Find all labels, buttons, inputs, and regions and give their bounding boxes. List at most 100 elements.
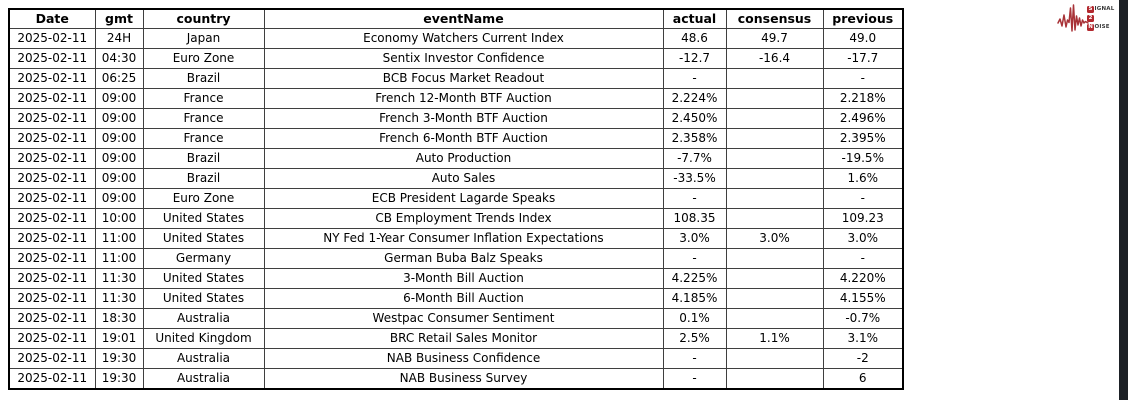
cell-previous: 2.395%	[822, 128, 904, 149]
cell-gmt: 10:00	[94, 208, 144, 229]
cell-consensus	[725, 188, 824, 209]
cell-consensus	[725, 208, 824, 229]
cell-gmt: 09:00	[94, 128, 144, 149]
cell-previous: 2.218%	[822, 88, 904, 109]
cell-country: France	[142, 88, 265, 109]
table-row: 2025-02-11 19:30 Australia NAB Business Sur…	[8, 368, 904, 390]
cell-consensus	[725, 248, 824, 269]
cell-actual: 4.185%	[662, 288, 727, 309]
column-header-country: country	[142, 8, 265, 29]
cell-gmt: 18:30	[94, 308, 144, 329]
cell-date: 2025-02-11	[8, 128, 96, 149]
cell-gmt: 09:00	[94, 188, 144, 209]
cell-gmt: 09:00	[94, 168, 144, 189]
table-row: 2025-02-11 11:00 Germany German Buba Balz S…	[8, 248, 904, 269]
cell-date: 2025-02-11	[8, 208, 96, 229]
cell-previous: -	[822, 188, 904, 209]
cell-eventname: 6-Month Bill Auction	[263, 288, 664, 309]
cell-eventname: German Buba Balz Speaks	[263, 248, 664, 269]
cell-eventname: Auto Production	[263, 148, 664, 169]
cell-date: 2025-02-11	[8, 308, 96, 329]
cell-eventname: ECB President Lagarde Speaks	[263, 188, 664, 209]
cell-actual: 2.224%	[662, 88, 727, 109]
cell-previous: -2	[822, 348, 904, 369]
cell-consensus: -16.4	[725, 48, 824, 69]
cell-eventname: Auto Sales	[263, 168, 664, 189]
cell-consensus	[725, 348, 824, 369]
cell-eventname: NAB Business Confidence	[263, 348, 664, 369]
cell-actual: -	[662, 368, 727, 390]
table-row: 2025-02-11 10:00 United States CB Employmen…	[8, 208, 904, 229]
table-row: 2025-02-11 09:00 France French 3-Month BTF …	[8, 108, 904, 129]
cell-gmt: 24H	[94, 28, 144, 49]
column-header-gmt: gmt	[94, 8, 144, 29]
window-edge-bar	[1119, 0, 1128, 400]
table-row: 2025-02-11 09:00 France French 6-Month BTF …	[8, 128, 904, 149]
cell-country: Australia	[142, 308, 265, 329]
cell-actual: -	[662, 248, 727, 269]
cell-country: United States	[142, 268, 265, 289]
cell-actual: -	[662, 188, 727, 209]
cell-previous: 49.0	[822, 28, 904, 49]
cell-previous: -0.7%	[822, 308, 904, 329]
cell-country: Germany	[142, 248, 265, 269]
cell-actual: -7.7%	[662, 148, 727, 169]
cell-gmt: 11:00	[94, 228, 144, 249]
cell-consensus: 49.7	[725, 28, 824, 49]
cell-actual: 4.225%	[662, 268, 727, 289]
cell-date: 2025-02-11	[8, 28, 96, 49]
logo-badge-s: S	[1087, 5, 1094, 13]
cell-eventname: BRC Retail Sales Monitor	[263, 328, 664, 349]
table-row: 2025-02-11 11:30 United States 3-Month Bill…	[8, 268, 904, 289]
column-header-consensus: consensus	[725, 8, 824, 29]
logo-badge-n: N	[1087, 23, 1094, 31]
cell-date: 2025-02-11	[8, 108, 96, 129]
cell-actual: 108.35	[662, 208, 727, 229]
cell-previous: -17.7	[822, 48, 904, 69]
cell-date: 2025-02-11	[8, 148, 96, 169]
cell-country: Brazil	[142, 168, 265, 189]
cell-gmt: 09:00	[94, 88, 144, 109]
cell-date: 2025-02-11	[8, 168, 96, 189]
table-row: 2025-02-11 18:30 Australia Westpac Consumer…	[8, 308, 904, 329]
cell-gmt: 19:30	[94, 368, 144, 390]
cell-consensus	[725, 168, 824, 189]
cell-consensus	[725, 368, 824, 390]
cell-gmt: 11:30	[94, 268, 144, 289]
cell-gmt: 06:25	[94, 68, 144, 89]
cell-date: 2025-02-11	[8, 328, 96, 349]
cell-previous: -	[822, 68, 904, 89]
cell-country: United States	[142, 288, 265, 309]
column-header-previous: previous	[822, 8, 904, 29]
cell-date: 2025-02-11	[8, 368, 96, 390]
table-row: 2025-02-11 09:00 Brazil Auto Sales -33.5% 1.6…	[8, 168, 904, 189]
economic-calendar-table: Date gmt country eventName actual consensus pr…	[8, 8, 904, 390]
cell-eventname: CB Employment Trends Index	[263, 208, 664, 229]
logo-line-2: 2	[1087, 14, 1114, 22]
cell-gmt: 11:00	[94, 248, 144, 269]
cell-previous: -	[822, 248, 904, 269]
cell-country: Australia	[142, 348, 265, 369]
cell-previous: 3.0%	[822, 228, 904, 249]
cell-previous: 6	[822, 368, 904, 390]
cell-date: 2025-02-11	[8, 68, 96, 89]
cell-country: Euro Zone	[142, 48, 265, 69]
cell-gmt: 04:30	[94, 48, 144, 69]
cell-eventname: Sentix Investor Confidence	[263, 48, 664, 69]
table-body: 2025-02-11 24H Japan Economy Watchers Curre…	[8, 28, 904, 390]
cell-gmt: 19:30	[94, 348, 144, 369]
cell-consensus	[725, 148, 824, 169]
cell-actual: 2.358%	[662, 128, 727, 149]
header-row: Date gmt country eventName actual consensus pr…	[8, 8, 904, 29]
cell-date: 2025-02-11	[8, 48, 96, 69]
cell-gmt: 09:00	[94, 108, 144, 129]
table-row: 2025-02-11 09:00 Brazil Auto Production -7.7…	[8, 148, 904, 169]
cell-country: France	[142, 108, 265, 129]
cell-consensus	[725, 308, 824, 329]
cell-eventname: French 6-Month BTF Auction	[263, 128, 664, 149]
cell-eventname: BCB Focus Market Readout	[263, 68, 664, 89]
cell-country: Brazil	[142, 68, 265, 89]
cell-consensus	[725, 288, 824, 309]
cell-date: 2025-02-11	[8, 288, 96, 309]
cell-country: France	[142, 128, 265, 149]
